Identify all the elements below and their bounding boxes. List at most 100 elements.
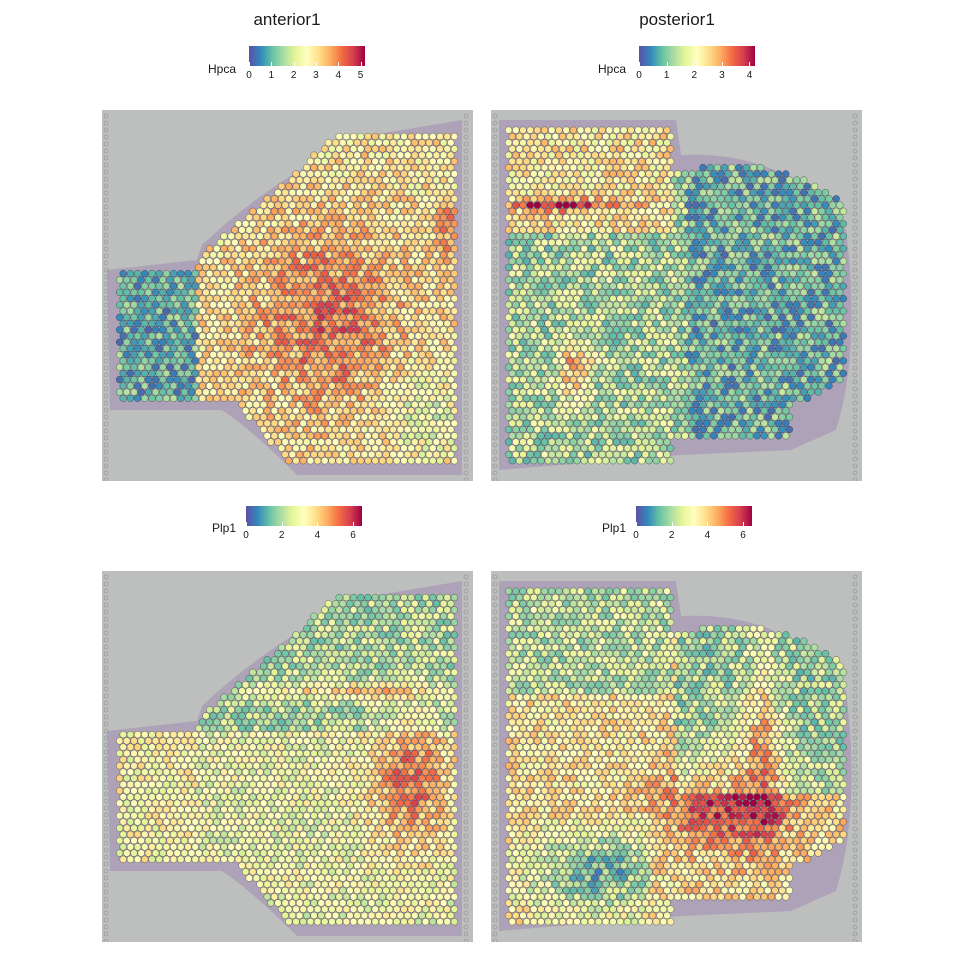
expression-spot [299, 369, 307, 377]
expression-spot [119, 357, 127, 365]
expression-spot [623, 282, 631, 290]
expression-spot [263, 257, 271, 265]
expression-spot [796, 232, 804, 240]
expression-spot [418, 326, 426, 334]
expression-spot [126, 319, 134, 328]
expression-spot [692, 238, 700, 247]
expression-spot [231, 263, 239, 271]
fiducial-dot [463, 679, 469, 685]
expression-spot [188, 313, 196, 321]
fiducial-dot [492, 162, 498, 168]
expression-spot [713, 288, 721, 296]
expression-spot [422, 382, 430, 390]
expression-spot [332, 674, 340, 683]
expression-spot [602, 382, 610, 390]
expression-spot [638, 332, 646, 340]
expression-spot [141, 319, 149, 328]
fiducial-dot [463, 274, 469, 280]
fiducial-dot [463, 162, 469, 168]
expression-spot [245, 213, 253, 222]
expression-spot [371, 382, 379, 390]
expression-spot [256, 344, 264, 353]
expression-spot [407, 332, 415, 340]
expression-spot [202, 712, 210, 720]
expression-spot [440, 687, 448, 695]
expression-spot [324, 213, 332, 222]
expression-spot [541, 213, 549, 222]
expression-spot [652, 432, 660, 440]
expression-spot [440, 313, 448, 321]
expression-spot [577, 213, 585, 222]
expression-spot [386, 618, 394, 626]
expression-spot [623, 357, 631, 365]
expression-spot [292, 681, 300, 689]
expression-spot [652, 319, 660, 328]
expression-spot [573, 457, 581, 465]
fiducial-dot [492, 120, 498, 126]
expression-spot [123, 338, 131, 346]
expression-spot [818, 282, 826, 290]
expression-spot [425, 351, 433, 359]
expression-spot [134, 307, 142, 315]
expression-spot [306, 195, 314, 203]
expression-spot [414, 394, 422, 402]
expression-spot [346, 238, 354, 247]
expression-spot [512, 363, 520, 371]
expression-spot [724, 369, 732, 377]
expression-spot [350, 382, 358, 390]
expression-spot [731, 432, 739, 440]
fiducial-dot [103, 896, 109, 902]
expression-spot [440, 201, 448, 209]
expression-spot [757, 326, 765, 334]
expression-spot [703, 332, 711, 340]
expression-spot [674, 282, 682, 290]
expression-spot [548, 263, 556, 271]
expression-spot [159, 363, 167, 371]
expression-spot [303, 313, 311, 321]
expression-spot [270, 656, 278, 664]
expression-spot [314, 282, 322, 290]
expression-spot [281, 413, 289, 421]
expression-spot [580, 357, 588, 365]
fiducial-dot [852, 113, 858, 119]
expression-spot [569, 201, 577, 209]
expression-spot [335, 668, 343, 676]
expression-spot [555, 450, 563, 459]
expression-spot [530, 382, 538, 390]
expression-spot [148, 382, 156, 390]
expression-spot [328, 693, 336, 701]
expression-spot [681, 332, 689, 340]
expression-spot [360, 650, 368, 658]
expression-spot [346, 351, 354, 359]
expression-spot [764, 425, 772, 434]
expression-spot [623, 332, 631, 340]
expression-spot [382, 176, 390, 184]
expression-spot [314, 295, 322, 303]
expression-spot [357, 407, 365, 415]
expression-spot [432, 326, 440, 334]
expression-spot [569, 176, 577, 184]
expression-spot [396, 351, 404, 359]
expression-spot [378, 369, 386, 377]
expression-spot [407, 444, 415, 452]
expression-spot [418, 213, 426, 222]
expression-spot [598, 263, 606, 271]
expression-spot [342, 270, 350, 278]
expression-spot [245, 226, 253, 234]
expression-spot [364, 220, 372, 228]
expression-spot [587, 344, 595, 353]
expression-spot [310, 238, 318, 247]
fiducial-dot [852, 379, 858, 385]
expression-spot [332, 637, 340, 645]
expression-spot [382, 276, 390, 284]
expression-spot [436, 606, 444, 614]
expression-spot [447, 351, 455, 359]
expression-spot [346, 625, 354, 633]
expression-spot [324, 251, 332, 259]
expression-spot [631, 145, 639, 153]
fiducial-dot [492, 477, 498, 481]
expression-spot [432, 301, 440, 309]
expression-spot [335, 232, 343, 240]
expression-spot [292, 656, 300, 664]
